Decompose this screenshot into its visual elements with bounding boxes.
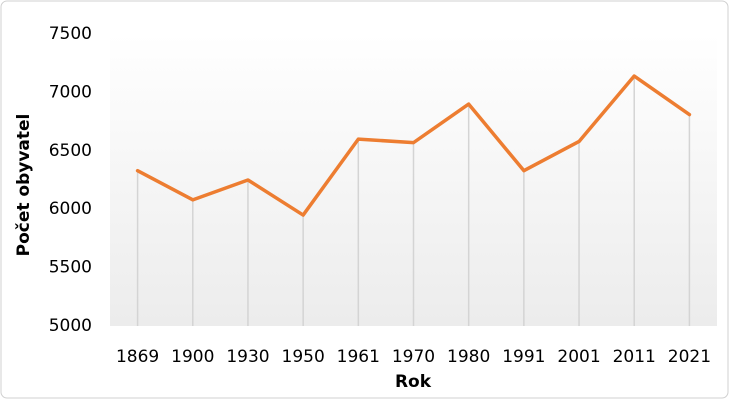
y-tick-label: 6000 xyxy=(49,199,92,219)
y-tick-label: 6500 xyxy=(49,141,92,161)
x-tick-label: 1970 xyxy=(392,347,435,367)
x-tick-label: 1950 xyxy=(282,347,325,367)
data-line xyxy=(135,74,692,217)
y-tick-label: 7500 xyxy=(49,24,92,44)
y-axis-title: Počet obyvatel xyxy=(14,114,34,257)
x-tick-label: 1930 xyxy=(226,347,269,367)
x-tick-label: 1991 xyxy=(502,347,545,367)
x-tick-label: 1961 xyxy=(337,347,380,367)
x-tick-label: 2001 xyxy=(557,347,600,367)
x-tick-label: 2011 xyxy=(613,347,656,367)
x-tick-label: 1869 xyxy=(116,347,159,367)
y-tick-label: 7000 xyxy=(49,82,92,102)
x-axis-title: Rok xyxy=(395,372,432,392)
x-tick-label: 1980 xyxy=(447,347,490,367)
y-tick-label: 5500 xyxy=(49,258,92,278)
y-tick-label: 5000 xyxy=(49,316,92,336)
x-tick-label: 2021 xyxy=(668,347,711,367)
x-tick-label: 1900 xyxy=(171,347,214,367)
